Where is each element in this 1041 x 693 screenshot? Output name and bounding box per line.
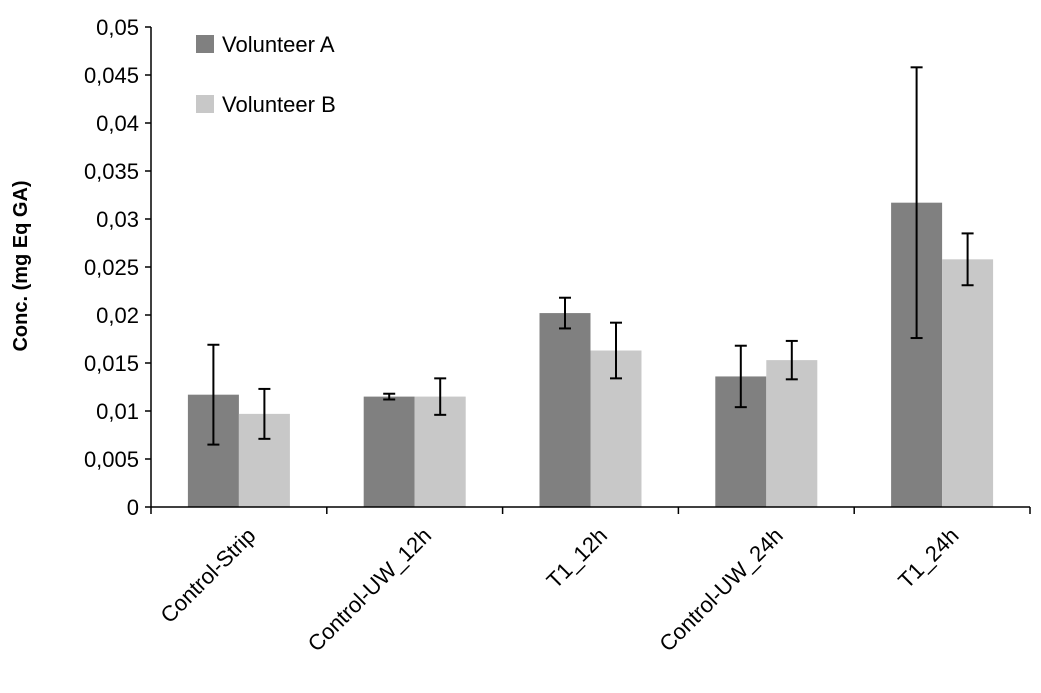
y-tick-label: 0,04 xyxy=(96,111,139,136)
legend: Volunteer A Volunteer B xyxy=(196,32,336,117)
y-tick-label: 0 xyxy=(127,495,139,520)
x-category-label: Control-UW_24h xyxy=(654,523,788,657)
y-axis-title: Conc. (mg Eq GA) xyxy=(10,180,32,351)
legend-label: Volunteer B xyxy=(222,92,336,117)
bar-volunteer-a xyxy=(363,396,415,507)
bar-volunteer-b xyxy=(766,360,818,507)
x-category-label: T1_24h xyxy=(893,523,963,593)
x-category-label: Control-Strip xyxy=(155,523,260,628)
y-tick-label: 0,025 xyxy=(84,255,139,280)
x-category-label: Control-UW_12h xyxy=(303,523,437,657)
y-tick-label: 0,045 xyxy=(84,63,139,88)
y-tick-label: 0,005 xyxy=(84,447,139,472)
y-tick-label: 0,02 xyxy=(96,303,139,328)
bar-volunteer-b xyxy=(942,259,994,507)
y-tick-marks xyxy=(145,26,151,508)
x-category-label: T1_12h xyxy=(542,523,612,593)
x-category-labels: Control-Strip Control-UW_12h T1_12h Control… xyxy=(155,523,963,657)
y-tick-label: 0,05 xyxy=(96,15,139,40)
y-tick-labels: 0 0,005 0,01 0,015 0,02 0,025 0,03 0,035 0,04 0,0… xyxy=(84,15,139,520)
bar-volunteer-a xyxy=(539,313,591,507)
bars xyxy=(187,202,994,507)
legend-label: Volunteer A xyxy=(222,32,335,57)
y-tick-label: 0,01 xyxy=(96,399,139,424)
y-tick-label: 0,035 xyxy=(84,159,139,184)
error-bars xyxy=(207,66,974,446)
x-tick-marks xyxy=(150,507,1031,514)
legend-swatch xyxy=(196,95,214,113)
y-tick-label: 0,015 xyxy=(84,351,139,376)
legend-swatch xyxy=(196,35,214,53)
y-tick-label: 0,03 xyxy=(96,207,139,232)
